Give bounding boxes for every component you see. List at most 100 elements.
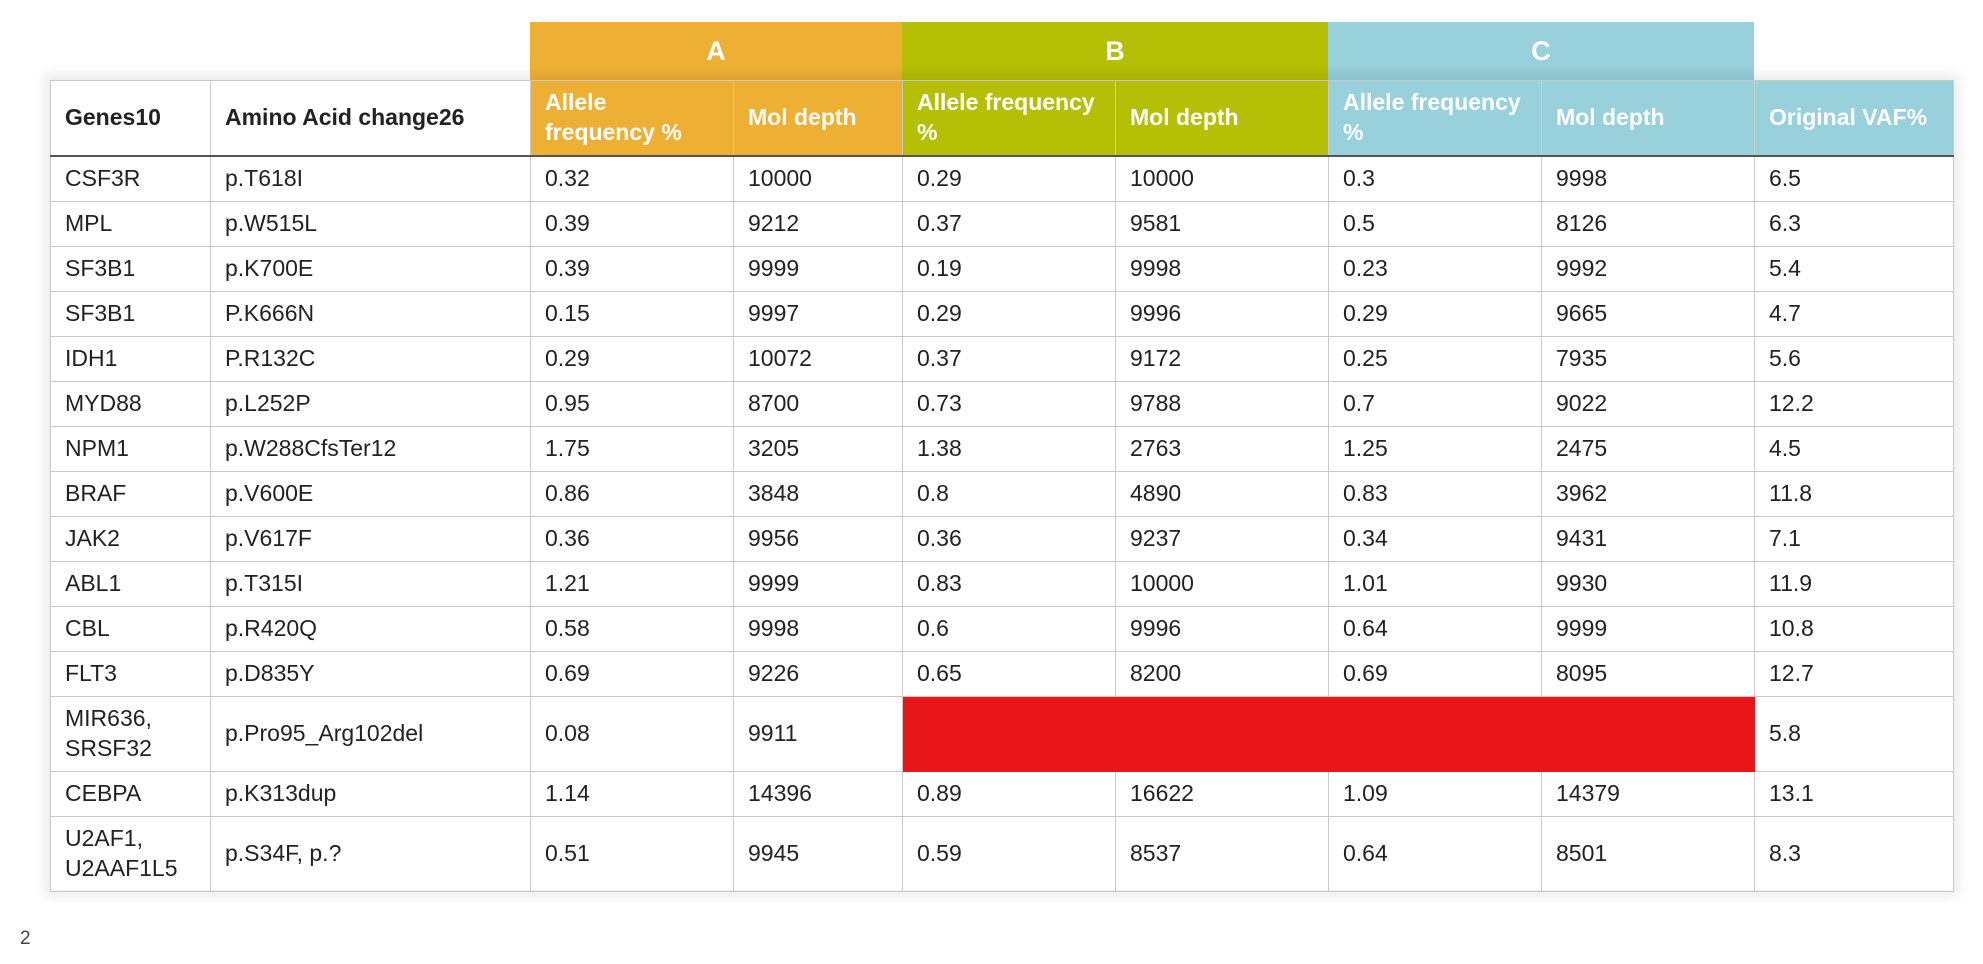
page-number: 2 — [20, 928, 31, 949]
cell-allele-frequency-a: 0.39 — [530, 246, 734, 292]
cell-mol-depth-a: 10000 — [733, 155, 903, 202]
cell-allele-frequency-c: 1.01 — [1328, 561, 1542, 607]
cell-text: 0.39 — [545, 255, 590, 282]
cell-text: 10072 — [748, 345, 812, 372]
cell-allele-frequency-c: 0.5 — [1328, 201, 1542, 247]
cell-text: 13.1 — [1769, 780, 1814, 807]
cell-text: 0.36 — [545, 525, 590, 552]
missing-value-cell — [1541, 696, 1755, 772]
cell-mol-depth-a: 8700 — [733, 381, 903, 427]
cell-genes: CEBPA — [50, 771, 211, 817]
cell-genes: FLT3 — [50, 651, 211, 697]
cell-mol-depth-c: 8095 — [1541, 651, 1755, 697]
cell-text: BRAF — [65, 480, 127, 507]
cell-allele-frequency-b: 0.83 — [902, 561, 1116, 607]
cell-text: 1.38 — [917, 435, 962, 462]
cell-mol-depth-b: 10000 — [1115, 155, 1329, 202]
cell-text: 0.32 — [545, 165, 590, 192]
missing-value-cell — [902, 696, 1116, 772]
cell-genes: MIR636, SRSF32 — [50, 696, 211, 772]
cell-text: 0.64 — [1343, 615, 1388, 642]
cell-text: p.K700E — [225, 255, 314, 282]
cell-text: p.K313dup — [225, 780, 337, 807]
cell-mol-depth-b: 2763 — [1115, 426, 1329, 472]
cell-allele-frequency-c: 0.64 — [1328, 606, 1542, 652]
cell-mol-depth-c: 9930 — [1541, 561, 1755, 607]
cell-text: 0.29 — [917, 300, 962, 327]
column-header-allele-frequency-c: Allele frequency % — [1328, 80, 1542, 157]
cell-text: CEBPA — [65, 780, 142, 807]
cell-text: P.R132C — [225, 345, 316, 372]
cell-text: 0.5 — [1343, 210, 1375, 237]
cell-allele-frequency-c: 1.09 — [1328, 771, 1542, 817]
cell-text: 0.51 — [545, 840, 590, 867]
cell-text: 9665 — [1556, 300, 1608, 327]
cell-text: p.R420Q — [225, 615, 318, 642]
cell-amino-acid-change: p.K700E — [210, 246, 531, 292]
cell-text: 0.34 — [1343, 525, 1388, 552]
cell-allele-frequency-c: 0.7 — [1328, 381, 1542, 427]
cell-text: 0.37 — [917, 345, 962, 372]
cell-allele-frequency-a: 0.86 — [530, 471, 734, 517]
cell-text: 0.8 — [917, 480, 949, 507]
cell-text: p.Pro95_Arg102del — [225, 720, 424, 747]
table-row: MPL p.W515L 0.39 9212 0.37 9581 0.5 8126 6.3 — [50, 201, 1954, 247]
cell-text: 0.89 — [917, 780, 962, 807]
cell-amino-acid-change: p.D835Y — [210, 651, 531, 697]
cell-amino-acid-change: p.L252P — [210, 381, 531, 427]
cell-amino-acid-change: p.W288CfsTer12 — [210, 426, 531, 472]
cell-original-vaf: 5.6 — [1754, 336, 1954, 382]
cell-original-vaf: 10.8 — [1754, 606, 1954, 652]
cell-allele-frequency-b: 0.65 — [902, 651, 1116, 697]
cell-allele-frequency-a: 0.58 — [530, 606, 734, 652]
cell-allele-frequency-b: 0.36 — [902, 516, 1116, 562]
cell-original-vaf: 4.7 — [1754, 291, 1954, 337]
column-header-mol-depth-a: Mol depth — [733, 80, 903, 157]
column-header-genes: Genes10 — [50, 80, 211, 157]
cell-mol-depth-b: 9172 — [1115, 336, 1329, 382]
cell-text: 6.3 — [1769, 210, 1801, 237]
cell-genes: ABL1 — [50, 561, 211, 607]
cell-text: 1.01 — [1343, 570, 1388, 597]
cell-original-vaf: 6.5 — [1754, 155, 1954, 202]
table-row: U2AF1, U2AAF1L5 p.S34F, p.? 0.51 9945 0.59 853… — [50, 816, 1954, 892]
cell-text: 10000 — [1130, 570, 1194, 597]
cell-text: IDH1 — [65, 345, 118, 372]
cell-mol-depth-c: 9022 — [1541, 381, 1755, 427]
table-row: NPM1 p.W288CfsTer12 1.75 3205 1.38 2763 1.25 24… — [50, 426, 1954, 472]
group-header-b: B — [902, 22, 1328, 80]
cell-allele-frequency-a: 0.29 — [530, 336, 734, 382]
cell-allele-frequency-c: 0.25 — [1328, 336, 1542, 382]
cell-text: 9999 — [748, 255, 800, 282]
cell-text: p.T618I — [225, 165, 303, 192]
cell-genes: BRAF — [50, 471, 211, 517]
cell-text: 0.73 — [917, 390, 962, 417]
cell-allele-frequency-a: 1.75 — [530, 426, 734, 472]
cell-amino-acid-change: p.T618I — [210, 155, 531, 202]
cell-text: 4890 — [1130, 480, 1182, 507]
cell-allele-frequency-c: 0.34 — [1328, 516, 1542, 562]
cell-amino-acid-change: p.T315I — [210, 561, 531, 607]
cell-text: 9911 — [748, 720, 798, 747]
table-row: MYD88 p.L252P 0.95 8700 0.73 9788 0.7 9022 12.2 — [50, 381, 1954, 427]
cell-text: 9996 — [1130, 300, 1182, 327]
cell-text: 9237 — [1130, 525, 1182, 552]
cell-mol-depth-c: 14379 — [1541, 771, 1755, 817]
cell-allele-frequency-c: 1.25 — [1328, 426, 1542, 472]
cell-allele-frequency-c: 0.3 — [1328, 155, 1542, 202]
cell-text: 12.7 — [1769, 660, 1814, 687]
missing-value-cell — [1115, 696, 1329, 772]
cell-text: 9930 — [1556, 570, 1608, 597]
cell-text: 8095 — [1556, 660, 1608, 687]
cell-text: 9998 — [748, 615, 800, 642]
cell-allele-frequency-b: 0.89 — [902, 771, 1116, 817]
cell-text: p.T315I — [225, 570, 303, 597]
cell-text: 1.75 — [545, 435, 590, 462]
group-header-a: A — [530, 22, 902, 80]
cell-mol-depth-c: 2475 — [1541, 426, 1755, 472]
cell-text: FLT3 — [65, 660, 117, 687]
cell-text: 9996 — [1130, 615, 1182, 642]
cell-text: 0.29 — [1343, 300, 1388, 327]
cell-allele-frequency-a: 0.32 — [530, 155, 734, 202]
cell-text: P.K666N — [225, 300, 315, 327]
